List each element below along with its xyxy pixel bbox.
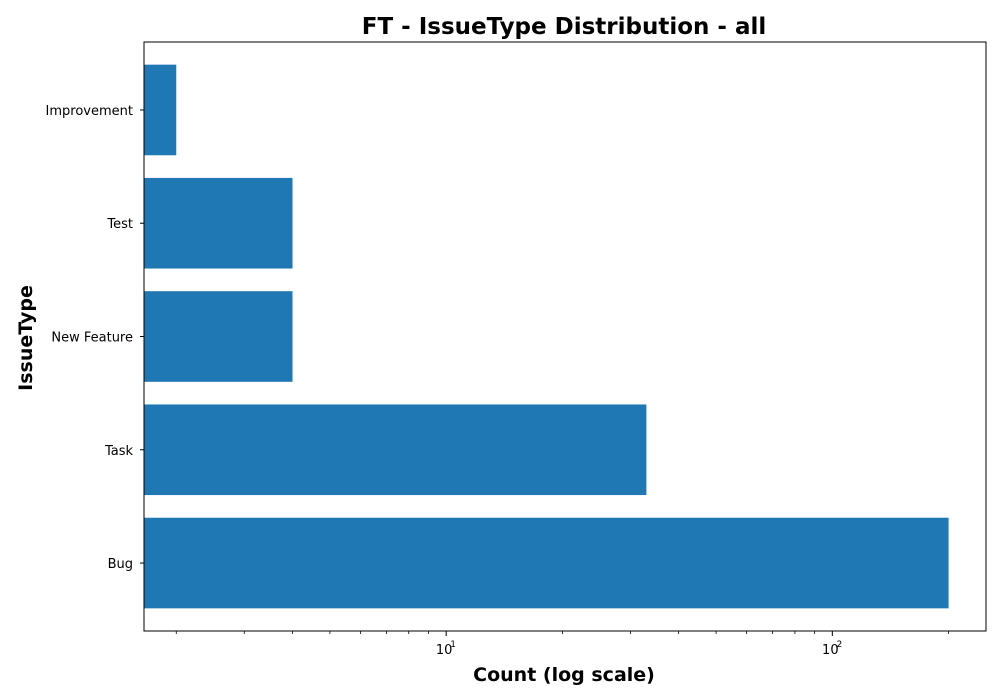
bar-improvement [144, 64, 177, 156]
x-axis-label: Count (log scale) [473, 664, 655, 686]
bar-new-feature [144, 291, 293, 382]
bars-group [144, 64, 949, 609]
y-tick-label: Bug [108, 557, 133, 572]
x-tick-label: 102 [822, 640, 842, 658]
bar-task [144, 404, 647, 496]
y-tick-label: Test [106, 217, 133, 232]
x-tick-label: 101 [436, 640, 456, 658]
y-axis-label: IssueType [15, 285, 37, 391]
x-tick-base: 10 [822, 643, 839, 658]
plot-area-frame [143, 41, 987, 632]
x-axis-ticks: 101 102 [175, 631, 949, 658]
bar-bug [144, 517, 949, 609]
x-tick-base: 10 [436, 643, 453, 658]
y-tick-label: Improvement [46, 104, 133, 119]
x-tick-exponent: 2 [836, 640, 842, 650]
chart-title: FT - IssueType Distribution - all [362, 14, 767, 40]
bar-test [144, 177, 293, 269]
y-tick-label: New Feature [51, 331, 133, 346]
y-axis-ticks: Bug Task New Feature Test Improvement [46, 104, 144, 572]
x-tick-exponent: 1 [450, 640, 456, 650]
y-tick-label: Task [104, 444, 134, 459]
